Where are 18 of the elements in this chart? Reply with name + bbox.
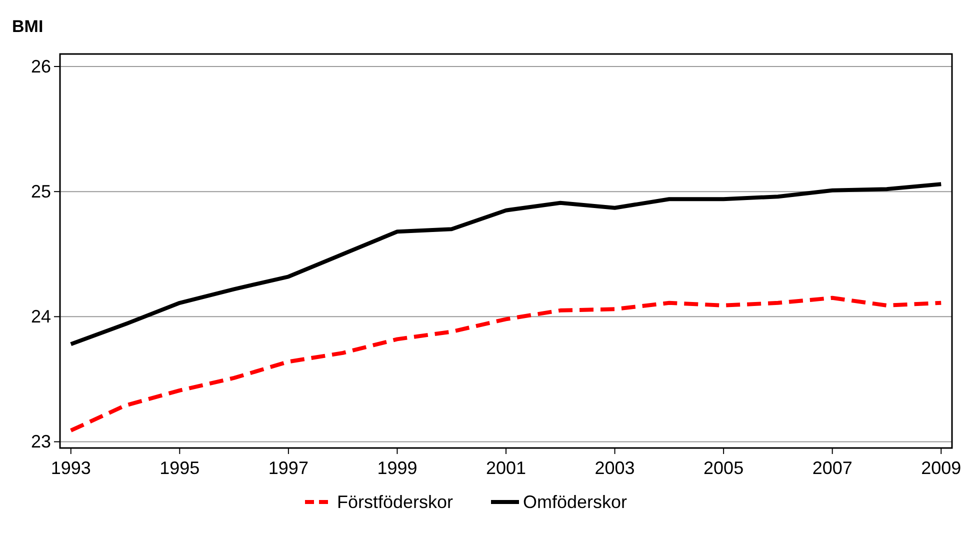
x-tick-label: 1995 xyxy=(160,458,200,478)
x-tick-label: 1999 xyxy=(377,458,418,478)
x-tick-label: 1993 xyxy=(50,458,91,478)
line-series xyxy=(68,296,944,432)
x-tick-label: 2005 xyxy=(704,458,744,478)
y-tick-label: 24 xyxy=(30,306,51,327)
x-tick-label: 2001 xyxy=(486,458,526,478)
y-tick-label: 25 xyxy=(30,182,51,202)
x-tick-label: 2009 xyxy=(921,458,962,478)
legend-label: Förstföderskor xyxy=(337,492,454,512)
x-tick-label: 2003 xyxy=(594,458,635,478)
x-tick-label: 2007 xyxy=(812,458,852,478)
legend-label: Omföderskor xyxy=(523,492,628,512)
x-tick-label: 1997 xyxy=(268,458,308,478)
line-series xyxy=(68,182,944,346)
y-tick-label: 26 xyxy=(30,56,51,77)
y-tick-label: 23 xyxy=(30,432,51,452)
y-axis-title: BMI xyxy=(12,17,44,36)
